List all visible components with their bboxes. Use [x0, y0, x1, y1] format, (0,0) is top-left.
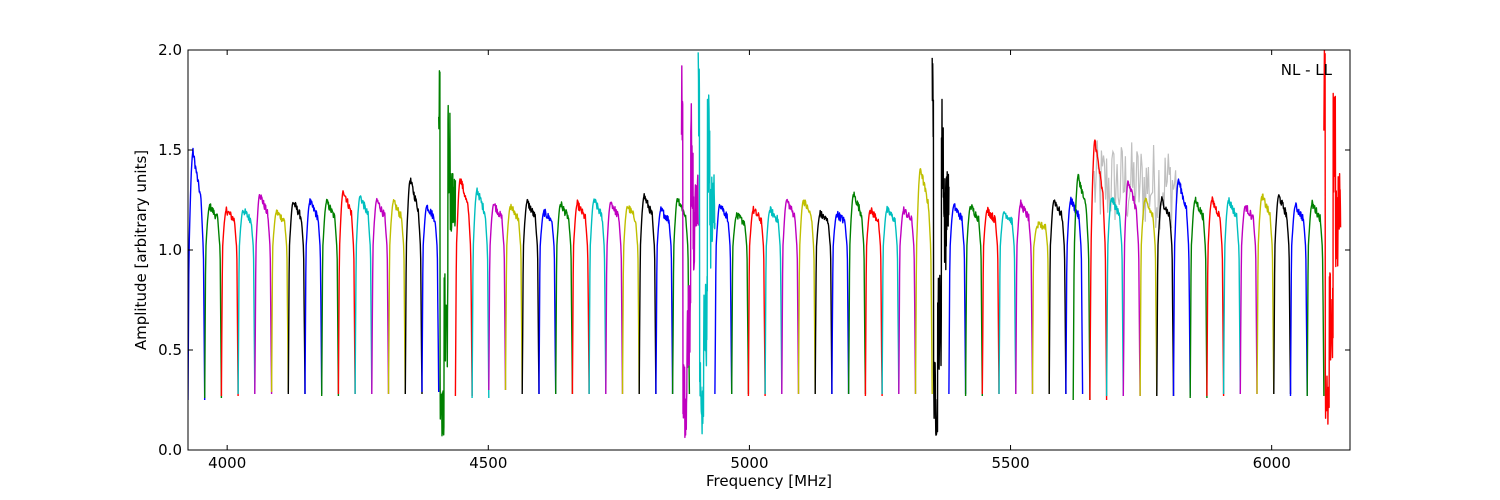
- channel-line-69: [1323, 50, 1342, 425]
- channel-line-67: [1289, 202, 1308, 397]
- channel-line-48: [981, 206, 1000, 395]
- channel-line-53: [1065, 196, 1084, 395]
- channel-line-46: [948, 203, 967, 395]
- channel-line-35: [764, 206, 783, 395]
- channel-line-55: [1089, 139, 1108, 401]
- channel-line-52: [1048, 199, 1067, 395]
- channel-line-3: [237, 208, 256, 395]
- channel-line-12: [387, 199, 406, 395]
- channel-line-26: [621, 205, 640, 395]
- channel-line-23: [571, 199, 590, 395]
- channel-line-63: [1222, 197, 1241, 395]
- channel-line-47: [964, 204, 983, 397]
- x-tick-label: 5500: [991, 454, 1029, 472]
- x-axis-label: Frequency [MHz]: [706, 472, 832, 490]
- channel-line-21: [538, 208, 557, 395]
- channel-line-34: [747, 205, 766, 397]
- channel-line-27: [638, 193, 657, 395]
- channel-line-41: [864, 207, 883, 397]
- channel-line-36: [781, 198, 800, 395]
- channel-line-56: [1105, 196, 1124, 397]
- channel-line-22: [555, 201, 574, 395]
- channel-line-14: [421, 204, 440, 393]
- channel-line-11: [371, 197, 390, 395]
- channel-line-1: [204, 203, 223, 399]
- channel-line-28: [655, 206, 674, 395]
- channel-line-45: [931, 57, 950, 436]
- channel-line-16: [454, 178, 473, 397]
- channel-line-30: [680, 65, 699, 439]
- channel-line-18: [488, 203, 507, 391]
- channel-line-24: [588, 198, 607, 395]
- channel-line-57: [1122, 180, 1141, 397]
- channel-line-37: [797, 199, 816, 395]
- y-tick-label: 1.0: [158, 241, 182, 259]
- channel-line-65: [1256, 193, 1275, 395]
- channel-line-38: [814, 209, 833, 395]
- channel-line-17: [471, 187, 490, 399]
- channel-line-66: [1273, 194, 1292, 395]
- x-tick-label: 4000: [208, 454, 246, 472]
- channel-line-59: [1156, 196, 1175, 397]
- chart-annotation: NL - LL: [1281, 61, 1333, 79]
- channel-line-20: [521, 198, 540, 395]
- channel-line-29: [671, 198, 691, 395]
- x-tick-label: 5000: [730, 454, 768, 472]
- channel-line-49: [998, 211, 1017, 395]
- channel-line-7: [304, 198, 323, 395]
- channel-line-68: [1306, 199, 1325, 397]
- channel-line-60: [1172, 178, 1191, 397]
- y-tick-label: 0.0: [158, 441, 182, 459]
- channel-line-15: [438, 70, 457, 437]
- channel-line-8: [321, 198, 340, 397]
- spectral-series: [188, 50, 1342, 439]
- channel-line-42: [881, 205, 900, 395]
- channel-line-51: [1031, 221, 1050, 395]
- y-tick-label: 0.5: [158, 341, 182, 359]
- channel-line-25: [605, 201, 624, 395]
- channel-line-54: [1072, 173, 1091, 401]
- axis-ticks: 4000 4500 5000 5500 6000 0.0 0.5 1.0 1.5 2.0: [158, 41, 1350, 472]
- channel-line-10: [354, 195, 373, 395]
- y-tick-label: 1.5: [158, 141, 182, 159]
- channel-line-50: [1015, 199, 1034, 395]
- channel-line-4: [254, 194, 273, 395]
- channel-line-31: [697, 52, 716, 435]
- x-tick-label: 6000: [1253, 454, 1291, 472]
- channel-line-6: [287, 201, 306, 395]
- channel-line-61: [1189, 196, 1208, 399]
- channel-line-9: [337, 190, 356, 395]
- channel-line-39: [831, 210, 850, 395]
- channel-line-5: [270, 209, 289, 393]
- channel-line-40: [847, 191, 867, 395]
- channel-line-44: [914, 168, 933, 395]
- channel-line-19: [504, 203, 523, 391]
- channel-line-13: [404, 177, 423, 395]
- channel-line-43: [898, 206, 917, 395]
- y-tick-label: 2.0: [158, 41, 182, 59]
- channel-line-33: [731, 212, 750, 395]
- y-axis-label: Amplitude [arbitrary units]: [132, 150, 150, 350]
- channel-line-64: [1239, 205, 1258, 395]
- channel-line-58: [1139, 197, 1158, 397]
- x-tick-label: 4500: [469, 454, 507, 472]
- channel-line-62: [1206, 196, 1225, 397]
- channel-line-0: [188, 147, 206, 401]
- channel-line-32: [714, 203, 733, 395]
- channel-line-2: [220, 206, 239, 397]
